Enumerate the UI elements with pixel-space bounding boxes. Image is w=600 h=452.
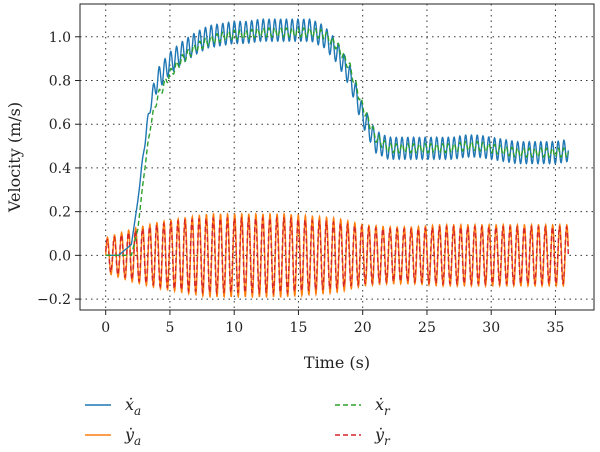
series-line xyxy=(105,18,569,257)
legend-subscript: r xyxy=(384,404,391,418)
x-tick-label: 5 xyxy=(165,320,174,336)
x-axis-label: Time (s) xyxy=(304,353,370,372)
legend-label: ẋa xyxy=(125,395,141,418)
axis-ticks: 0 5 10 15 20 25 30 35 −0.2 0.0 0.2 0.4 0.6 0.8 1.0 xyxy=(37,30,564,336)
plot-frame xyxy=(79,3,595,311)
x-tick-label: 10 xyxy=(225,320,243,336)
legend-symbol: ẋ xyxy=(375,395,384,414)
x-tick-label: 30 xyxy=(482,320,500,336)
y-tick-label: 0.6 xyxy=(49,117,71,133)
x-tick-label: 20 xyxy=(354,320,372,336)
legend-symbol: ẋ xyxy=(125,395,134,414)
y-tick-label: 0.4 xyxy=(49,161,71,177)
series-layer xyxy=(105,18,569,299)
legend-symbol: ẏ xyxy=(374,425,385,444)
legend-label: ẏr xyxy=(374,425,391,448)
x-tick-label: 15 xyxy=(290,320,308,336)
y-tick-label: 0.2 xyxy=(49,205,71,221)
y-axis-label: Velocity (m/s) xyxy=(5,102,24,213)
x-tick-label: 25 xyxy=(418,320,436,336)
legend-subscript: a xyxy=(134,404,141,418)
x-tick-label: 0 xyxy=(101,320,110,336)
legend-symbol: ẏ xyxy=(124,425,135,444)
y-tick-label: 0.0 xyxy=(49,248,71,264)
legend-subscript: r xyxy=(384,434,391,448)
legend-label: ẋr xyxy=(375,395,391,418)
legend-label: ẏa xyxy=(124,425,141,448)
y-tick-label: 0.8 xyxy=(49,74,71,90)
x-tick-label: 35 xyxy=(547,320,565,336)
y-tick-label: 1.0 xyxy=(49,30,71,46)
series-line xyxy=(105,215,569,296)
y-tick-label: −0.2 xyxy=(37,292,71,308)
series-line xyxy=(105,27,569,257)
legend-subscript: a xyxy=(134,434,141,448)
